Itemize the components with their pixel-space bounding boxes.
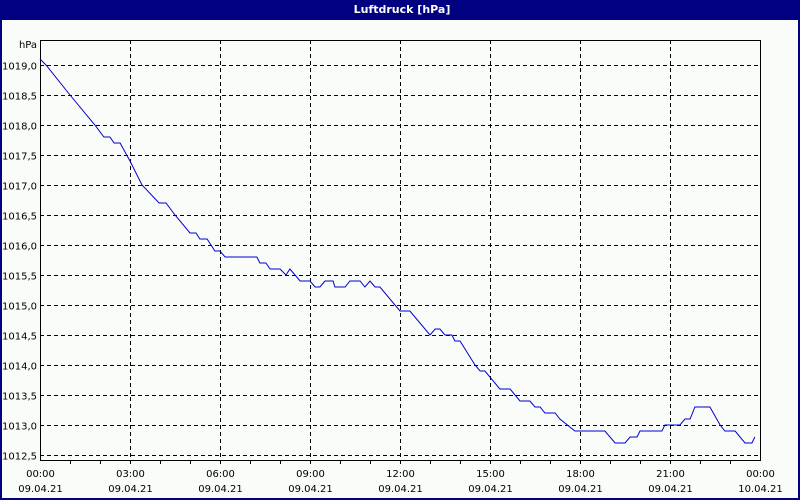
y-axis-labels: 1019,0 1018,5 1018,0 1017,5 1017,0 1016,5 1016… (2, 62, 37, 463)
x-axis-labels: 00:00 09.04.21 03:00 09.04.21 06:00 09.04.21 0… (18, 469, 783, 495)
y-tick-label: 1012,5 (2, 452, 37, 463)
x-tick-date-label: 09.04.21 (198, 484, 243, 495)
x-axis-ticks (70, 460, 731, 464)
x-tick-time-label: 00:00 (26, 469, 55, 480)
x-tick-date-label: 09.04.21 (648, 484, 693, 495)
x-tick-time-label: 03:00 (116, 469, 145, 480)
pressure-series-line (39, 58, 756, 444)
y-tick-label: 1014,0 (2, 362, 37, 373)
y-tick-label: 1015,0 (2, 302, 37, 313)
x-tick-date-label: 09.04.21 (378, 484, 423, 495)
y-tick-label: 1018,5 (2, 92, 37, 103)
grid-lines (40, 40, 760, 466)
y-tick-label: 1013,0 (2, 422, 37, 433)
y-tick-label: 1016,0 (2, 242, 37, 253)
y-axis-unit-label: hPa (19, 40, 37, 51)
x-tick-time-label: 00:00 (746, 469, 775, 480)
y-tick-label: 1013,5 (2, 392, 37, 403)
x-tick-time-label: 06:00 (206, 469, 235, 480)
x-tick-date-label: 09.04.21 (468, 484, 513, 495)
y-tick-label: 1015,5 (2, 272, 37, 283)
y-tick-label: 1017,0 (2, 182, 37, 193)
x-tick-time-label: 18:00 (566, 469, 595, 480)
x-tick-date-label: 09.04.21 (288, 484, 333, 495)
y-tick-label: 1016,5 (2, 212, 37, 223)
y-tick-label: 1019,0 (2, 62, 37, 73)
chart-title: Luftdruck [hPa] (2, 0, 800, 20)
x-tick-date-label: 10.04.21 (738, 484, 783, 495)
y-tick-label: 1018,0 (2, 122, 37, 133)
x-tick-date-label: 09.04.21 (558, 484, 603, 495)
x-tick-time-label: 09:00 (296, 469, 325, 480)
x-tick-time-label: 15:00 (476, 469, 505, 480)
y-tick-label: 1014,5 (2, 332, 37, 343)
x-tick-date-label: 09.04.21 (18, 484, 63, 495)
x-tick-date-label: 09.04.21 (108, 484, 153, 495)
x-tick-time-label: 21:00 (656, 469, 685, 480)
x-tick-time-label: 12:00 (386, 469, 415, 480)
y-tick-label: 1017,5 (2, 152, 37, 163)
